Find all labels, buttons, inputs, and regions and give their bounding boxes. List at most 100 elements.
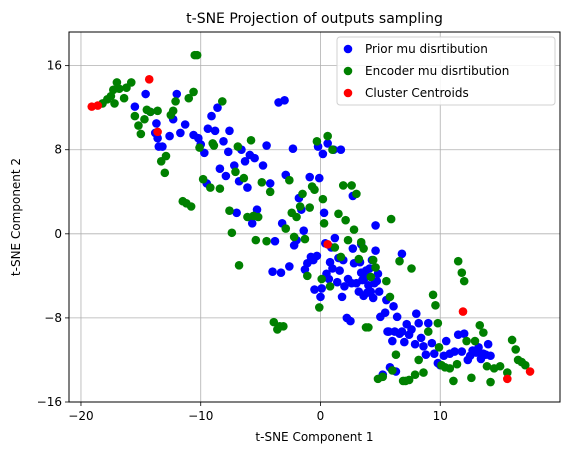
data-point bbox=[314, 303, 324, 312]
data-point bbox=[144, 75, 154, 84]
data-point bbox=[240, 156, 250, 166]
data-point bbox=[391, 350, 401, 359]
data-point bbox=[354, 254, 364, 264]
data-point bbox=[433, 318, 443, 328]
legend-entry: Encoder mu disrtibution bbox=[365, 64, 509, 78]
data-point bbox=[319, 219, 329, 228]
data-point bbox=[450, 347, 459, 356]
data-point bbox=[483, 339, 493, 349]
data-point bbox=[110, 99, 119, 108]
data-point bbox=[195, 143, 204, 152]
data-point bbox=[184, 93, 194, 103]
data-point bbox=[434, 343, 444, 352]
data-point bbox=[295, 202, 305, 211]
data-point bbox=[462, 336, 471, 346]
y-tick-label: 16 bbox=[47, 59, 62, 73]
data-point bbox=[328, 264, 337, 273]
data-point bbox=[335, 266, 344, 275]
data-point bbox=[386, 214, 396, 224]
data-point bbox=[265, 187, 275, 197]
data-point bbox=[262, 141, 271, 150]
data-point bbox=[323, 131, 332, 141]
data-point bbox=[428, 290, 438, 300]
data-point bbox=[215, 184, 225, 193]
data-point bbox=[180, 120, 190, 129]
data-point bbox=[310, 185, 319, 194]
legend-entry: Cluster Centroids bbox=[365, 86, 469, 100]
data-point bbox=[239, 173, 249, 183]
data-point bbox=[352, 189, 361, 199]
data-point bbox=[130, 111, 140, 121]
data-point bbox=[441, 336, 451, 346]
series-1 bbox=[98, 50, 530, 387]
data-point bbox=[310, 285, 319, 294]
data-point bbox=[171, 97, 180, 106]
data-point bbox=[419, 368, 428, 377]
legend-marker bbox=[343, 66, 353, 76]
data-point bbox=[368, 255, 378, 265]
data-point bbox=[453, 256, 463, 266]
data-point bbox=[385, 292, 395, 302]
data-point bbox=[416, 333, 426, 343]
data-point bbox=[288, 144, 298, 153]
data-point bbox=[250, 153, 259, 163]
data-point bbox=[225, 206, 234, 215]
data-point bbox=[176, 128, 185, 138]
data-point bbox=[303, 271, 312, 281]
chart-title: t-SNE Projection of outputs sampling bbox=[186, 11, 443, 27]
data-point bbox=[328, 145, 337, 155]
data-point bbox=[348, 244, 358, 253]
data-point bbox=[336, 145, 346, 155]
data-point bbox=[231, 167, 240, 177]
data-point bbox=[349, 225, 359, 234]
data-point bbox=[276, 268, 286, 278]
data-point bbox=[312, 251, 322, 261]
data-point bbox=[253, 212, 263, 222]
data-point bbox=[525, 367, 535, 376]
data-point bbox=[410, 370, 420, 379]
data-point bbox=[459, 329, 469, 338]
data-point bbox=[318, 149, 328, 159]
data-point bbox=[359, 244, 368, 253]
data-point bbox=[503, 368, 512, 377]
legend: Prior mu disrtibution Encoder mu disrtibu… bbox=[336, 36, 556, 106]
data-point bbox=[232, 208, 241, 218]
data-point bbox=[209, 141, 219, 150]
plot-frame bbox=[68, 31, 561, 403]
data-point bbox=[119, 93, 129, 103]
data-point bbox=[153, 127, 162, 137]
data-point bbox=[206, 183, 215, 192]
data-point bbox=[382, 276, 391, 286]
data-point bbox=[479, 328, 488, 337]
data-point bbox=[319, 208, 329, 218]
data-point bbox=[384, 327, 394, 336]
data-point bbox=[207, 111, 216, 121]
data-point bbox=[423, 327, 433, 336]
series-2 bbox=[87, 75, 535, 384]
x-axis-label: t-SNE Component 1 bbox=[255, 430, 373, 444]
data-point bbox=[153, 106, 162, 116]
data-point bbox=[475, 320, 485, 330]
data-point bbox=[372, 276, 382, 286]
data-point bbox=[486, 377, 495, 387]
data-point bbox=[318, 194, 328, 204]
data-point bbox=[452, 359, 462, 369]
data-point bbox=[323, 240, 332, 249]
data-point bbox=[338, 181, 348, 190]
data-point bbox=[265, 179, 275, 188]
x-tick-label: −10 bbox=[188, 409, 213, 423]
data-point bbox=[130, 102, 140, 111]
data-point bbox=[495, 361, 505, 371]
data-point bbox=[457, 268, 467, 278]
data-point bbox=[374, 287, 384, 296]
data-point bbox=[411, 309, 421, 319]
data-point bbox=[134, 121, 143, 130]
data-point bbox=[189, 87, 198, 97]
data-point bbox=[347, 181, 356, 190]
data-point bbox=[341, 215, 350, 225]
data-point bbox=[243, 183, 252, 192]
x-tick-label: 0 bbox=[317, 409, 325, 423]
data-point bbox=[146, 107, 155, 117]
data-point bbox=[312, 137, 322, 146]
